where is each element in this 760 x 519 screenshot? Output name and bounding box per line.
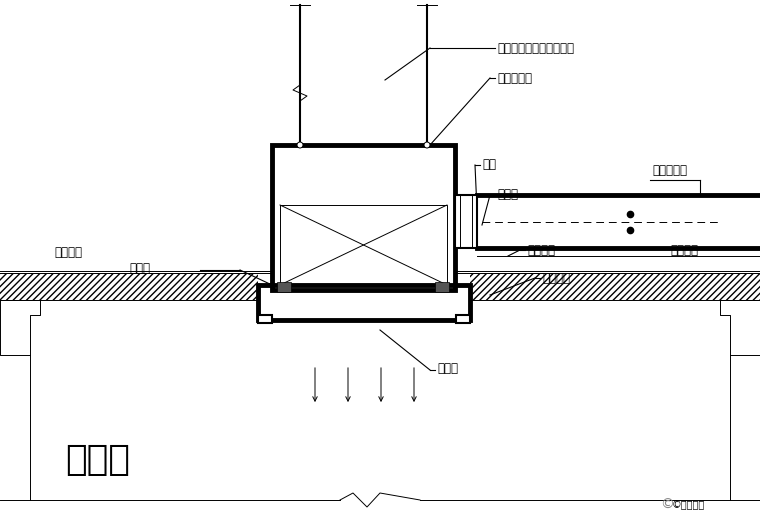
- Circle shape: [424, 142, 430, 148]
- Text: 高效过滤器: 高效过滤器: [497, 72, 532, 85]
- Text: ©: ©: [660, 498, 674, 512]
- Circle shape: [297, 142, 303, 148]
- Text: 丝杆吊挂，可调节高度型: 丝杆吊挂，可调节高度型: [497, 42, 574, 54]
- Bar: [0, 273, 258, 300]
- Text: 散流板: 散流板: [437, 362, 458, 375]
- Text: 洁净室: 洁净室: [65, 443, 130, 477]
- Text: 技术夹层: 技术夹层: [54, 245, 82, 258]
- Bar: [435, 282, 449, 292]
- Text: ©科技建工: ©科技建工: [672, 500, 705, 510]
- Text: 固定螺钉: 固定螺钉: [527, 243, 555, 256]
- Bar: [470, 273, 760, 300]
- Bar: [277, 282, 291, 292]
- Bar: [455, 195, 477, 248]
- Text: 进风口: 进风口: [497, 188, 518, 201]
- Text: 固定螺钉: 固定螺钉: [670, 243, 698, 256]
- Bar: [272, 145, 455, 290]
- Bar: [258, 285, 470, 320]
- Text: 打密封胶: 打密封胶: [542, 271, 570, 284]
- Bar: [258, 315, 272, 323]
- Text: 软接: 软接: [482, 158, 496, 171]
- Text: 净化板: 净化板: [129, 262, 150, 275]
- Bar: [456, 315, 470, 323]
- Bar: [272, 145, 455, 290]
- Text: 风量调节阀: 风量调节阀: [652, 163, 687, 176]
- Bar: [280, 205, 447, 285]
